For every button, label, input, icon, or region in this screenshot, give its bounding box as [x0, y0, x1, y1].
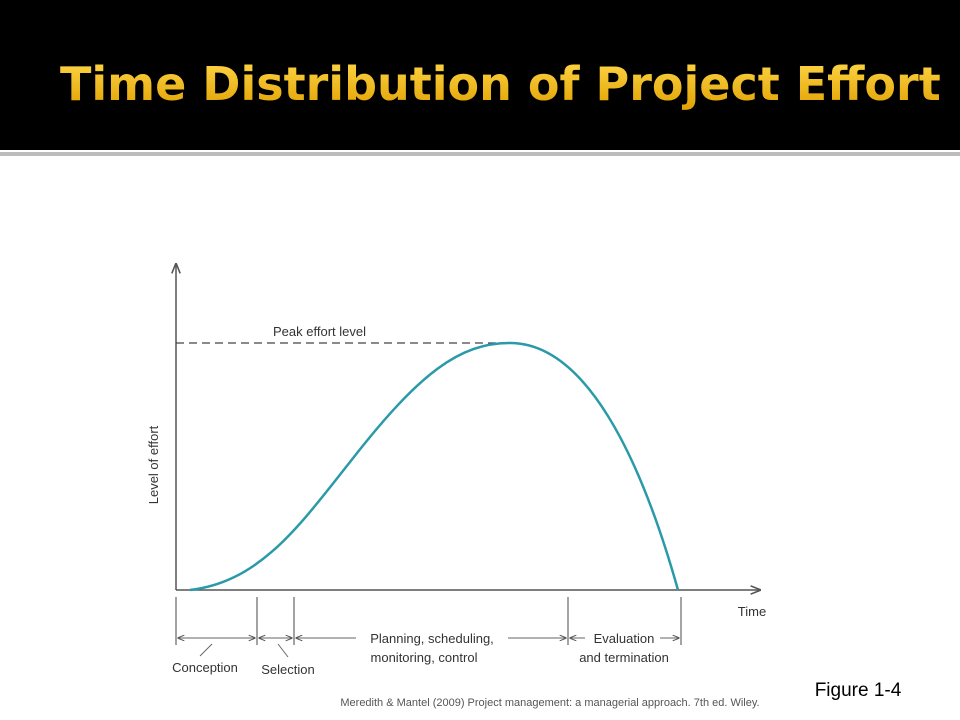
y-axis-label: Level of effort [146, 425, 161, 504]
header-bar [0, 0, 960, 150]
slide-title: Time Distribution of Project Effort [60, 57, 941, 111]
header-rule [0, 152, 960, 156]
phase-label: Evaluation [594, 631, 655, 646]
phase-dividers [175, 597, 682, 645]
phase-label: Selection [261, 662, 314, 677]
citation: Meredith & Mantel (2009) Project managem… [340, 697, 759, 709]
figure-caption: Figure 1-4 [815, 680, 902, 701]
phase-label: Conception [172, 660, 238, 675]
peak-label: Peak effort level [273, 324, 366, 339]
x-axis-label: Time [738, 604, 766, 619]
phase-label: Planning, scheduling, [370, 631, 494, 646]
effort-curve [189, 341, 680, 592]
phase-arrows [178, 638, 679, 658]
phase-label: monitoring, control [371, 650, 478, 665]
phase-label: and termination [579, 650, 669, 665]
